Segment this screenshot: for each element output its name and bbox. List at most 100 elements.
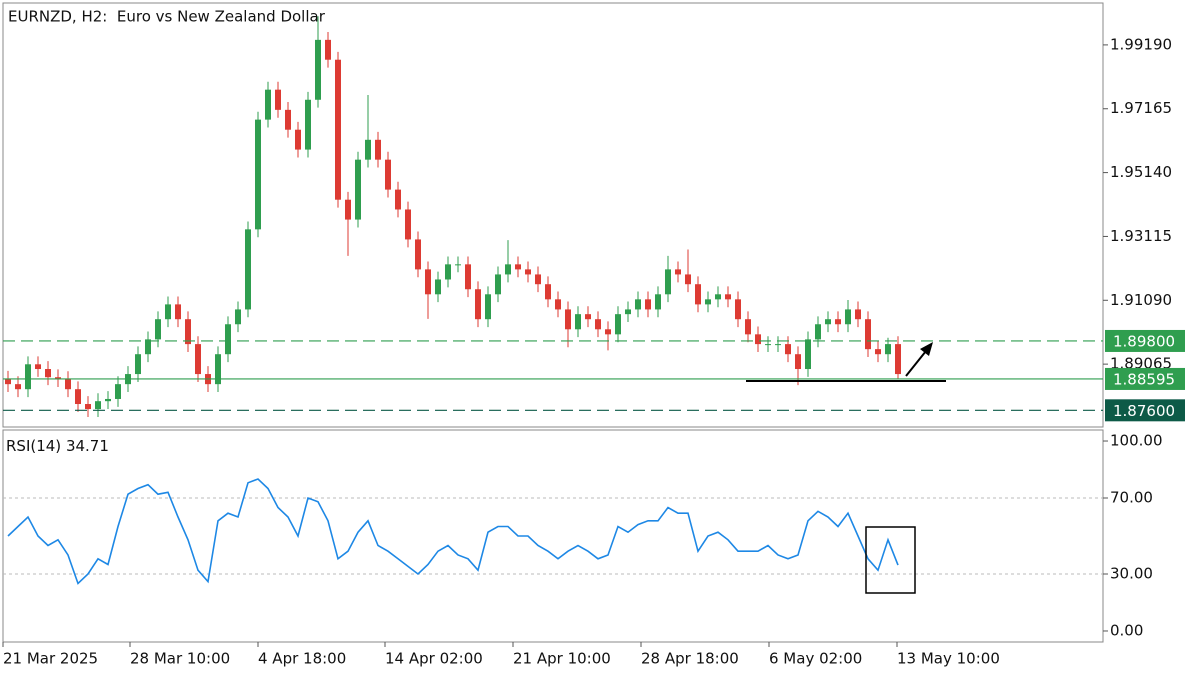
candle-body [555,299,561,310]
candle-body [575,314,581,330]
candle-body [55,377,61,380]
candle-body [225,324,231,355]
candle-body [525,269,531,275]
candle-body [705,299,711,305]
arrow-head [920,342,933,356]
candle-body [815,324,821,340]
candle-body [565,309,571,330]
x-tick-label: 28 Mar 10:00 [130,650,230,668]
candle-body [755,334,761,345]
candle-body [825,319,831,325]
rsi-pane [2,429,1104,643]
candle-body [365,139,371,160]
candle-body [535,274,541,285]
candle-body [325,39,331,60]
candle-body [475,289,481,320]
candle-body [25,364,31,390]
candle-body [645,299,651,310]
candle-body [145,339,151,355]
x-tick-label: 21 Mar 2025 [3,650,98,668]
candle-body [185,319,191,345]
level-tag [1105,329,1185,352]
candle-body [745,319,751,335]
candle-body [65,379,71,390]
candle-body [875,349,881,355]
rsi-name: RSI(14) [6,437,61,455]
arrow-shaft [905,350,927,377]
candle-body [495,274,501,295]
candle-body [85,404,91,410]
candle-body [675,269,681,275]
candle-body [655,294,661,310]
y-tick-label: 30.00 [1110,564,1153,582]
candle-body [515,264,521,270]
level-label: 1.87600 [1113,402,1175,420]
candle-body [735,299,741,320]
candle-body [235,309,241,325]
y-tick-label: 100.00 [1110,432,1163,450]
candle-body [15,384,21,390]
candle-body [855,309,861,320]
candle-body [545,284,551,300]
candle-body [415,239,421,270]
x-tick-label: 14 Apr 02:00 [385,650,483,668]
candle-body [35,364,41,370]
candle-body [635,299,641,310]
candle-body [585,314,591,320]
candle-body [445,264,451,280]
x-tick-label: 21 Apr 10:00 [513,650,611,668]
candle-body [845,309,851,325]
candle-body [765,344,771,346]
level-tag [1105,367,1185,390]
candle-body [405,209,411,240]
candle-body [615,314,621,335]
y-tick-label: 70.00 [1110,489,1153,507]
candle-body [195,344,201,375]
y-tick-label: 1.91090 [1110,291,1172,309]
highlight-box [865,526,916,594]
candle-body [95,401,101,410]
candle-body [665,269,671,295]
x-tick-label: 6 May 02:00 [769,650,862,668]
price-pane [2,2,1104,428]
candle-body [465,264,471,290]
candle-body [695,284,701,305]
candle-body [795,354,801,370]
candle-body [155,319,161,340]
candle-body [315,39,321,100]
candle-body [75,389,81,405]
candle-body [625,309,631,315]
candle-body [775,344,781,346]
candle-body [805,339,811,370]
candle-body [725,294,731,300]
candle-body [335,59,341,200]
candle-body [265,89,271,120]
x-tick-label: 28 Apr 18:00 [641,650,739,668]
chart-title: EURNZD, H2: Euro vs New Zealand Dollar [8,8,326,26]
candle-body [715,294,721,300]
candle-body [245,229,251,310]
y-tick-label: 1.99190 [1110,35,1172,53]
candle-body [5,378,11,385]
candle-body [605,329,611,335]
rsi-line [7,478,899,585]
candle-body [115,384,121,399]
candle-body [895,344,901,375]
candle-body [785,344,791,355]
candle-body [885,344,891,355]
candle-body [255,119,261,230]
candle-body [395,189,401,210]
rsi-title: RSI(14) 34.71 [6,437,109,455]
candle-body [835,319,841,325]
x-tick-label: 13 May 10:00 [897,650,1000,668]
candle-body [105,398,111,402]
candle-body [355,159,361,220]
y-tick-label: 0.00 [1110,621,1143,639]
rsi-last-value: 34.71 [66,437,109,455]
candle-body [425,269,431,295]
candle-body [685,274,691,285]
candle-body [305,99,311,150]
candle-body [285,109,291,130]
y-tick-label: 1.97165 [1110,99,1172,117]
candle-body [165,304,171,320]
